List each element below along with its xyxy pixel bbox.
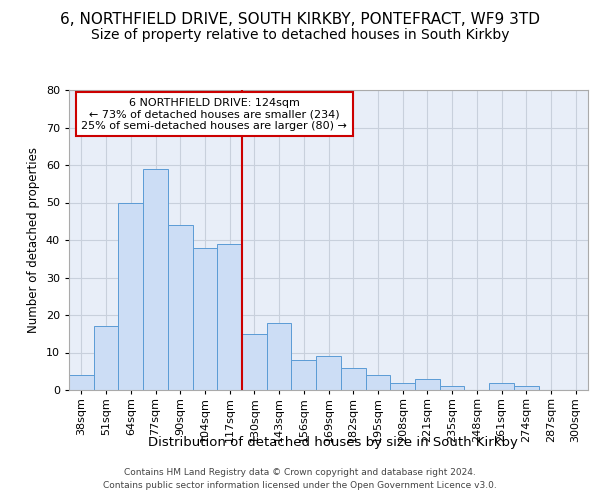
- Bar: [242, 334, 267, 390]
- Bar: [390, 382, 415, 390]
- Bar: [415, 379, 440, 390]
- Bar: [514, 386, 539, 390]
- Text: Contains public sector information licensed under the Open Government Licence v3: Contains public sector information licen…: [103, 482, 497, 490]
- Bar: [94, 326, 118, 390]
- Text: 6 NORTHFIELD DRIVE: 124sqm
← 73% of detached houses are smaller (234)
25% of sem: 6 NORTHFIELD DRIVE: 124sqm ← 73% of deta…: [82, 98, 347, 130]
- Text: Size of property relative to detached houses in South Kirkby: Size of property relative to detached ho…: [91, 28, 509, 42]
- Bar: [118, 202, 143, 390]
- Bar: [292, 360, 316, 390]
- Bar: [193, 248, 217, 390]
- Y-axis label: Number of detached properties: Number of detached properties: [27, 147, 40, 333]
- Bar: [69, 375, 94, 390]
- Bar: [316, 356, 341, 390]
- Bar: [168, 225, 193, 390]
- Bar: [341, 368, 365, 390]
- Bar: [217, 244, 242, 390]
- Bar: [489, 382, 514, 390]
- Text: Distribution of detached houses by size in South Kirkby: Distribution of detached houses by size …: [148, 436, 518, 449]
- Bar: [365, 375, 390, 390]
- Bar: [143, 169, 168, 390]
- Bar: [267, 322, 292, 390]
- Bar: [440, 386, 464, 390]
- Text: Contains HM Land Registry data © Crown copyright and database right 2024.: Contains HM Land Registry data © Crown c…: [124, 468, 476, 477]
- Text: 6, NORTHFIELD DRIVE, SOUTH KIRKBY, PONTEFRACT, WF9 3TD: 6, NORTHFIELD DRIVE, SOUTH KIRKBY, PONTE…: [60, 12, 540, 28]
